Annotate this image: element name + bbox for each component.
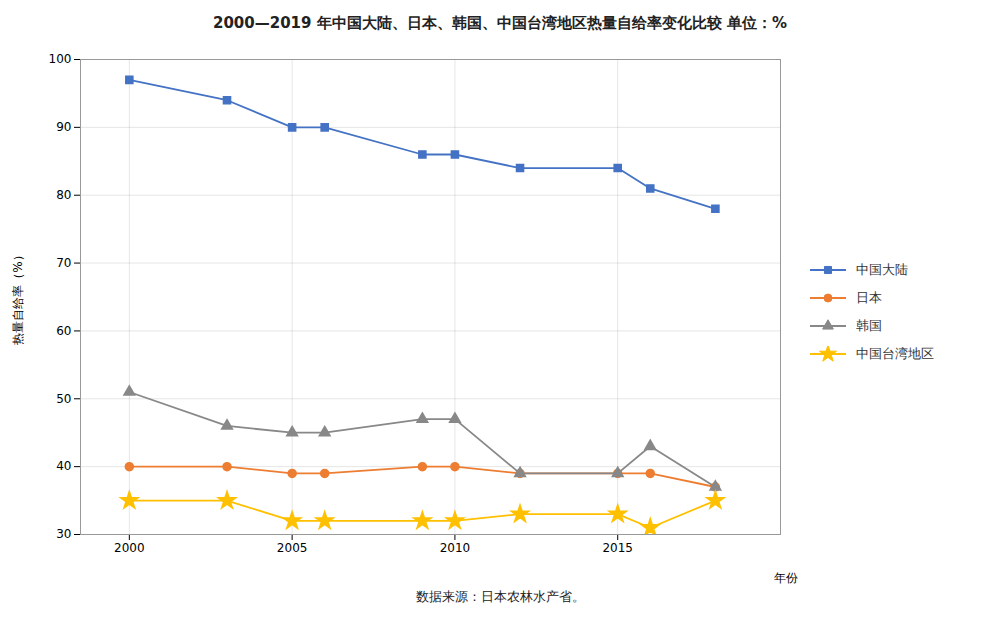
svg-text:50: 50 bbox=[56, 392, 71, 406]
html-text:中国大陆: 中国大陆 bbox=[856, 261, 908, 277]
svg-text:40: 40 bbox=[56, 459, 71, 473]
svg-text:年份: 年份 bbox=[774, 571, 798, 585]
html-text:数据来源：日本农林水产省。: 数据来源：日本农林水产省。 bbox=[415, 589, 585, 604]
svg-text:90: 90 bbox=[56, 120, 71, 134]
html-text:2000—2019 年中国大陆、日本、韩国、中国台湾地区热量: 2000—2019 年中国大陆、日本、韩国、中国台湾地区热量自给率变化比较 单位… bbox=[213, 14, 787, 32]
svg-text:70: 70 bbox=[56, 256, 71, 270]
html-text:中国台湾地区: 中国台湾地区 bbox=[856, 345, 934, 361]
html-text:日本: 日本 bbox=[856, 289, 882, 305]
svg-text:2010: 2010 bbox=[440, 541, 471, 555]
html-text:韩国: 韩国 bbox=[856, 317, 882, 333]
svg-text:80: 80 bbox=[56, 188, 71, 202]
svg-text:2005: 2005 bbox=[277, 541, 308, 555]
svg-text:100: 100 bbox=[49, 52, 72, 66]
svg-text:2000: 2000 bbox=[114, 541, 145, 555]
svg-text:2015: 2015 bbox=[602, 541, 633, 555]
svg-text:热量自给率（%）: 热量自给率（%） bbox=[11, 249, 25, 344]
svg-text:60: 60 bbox=[56, 324, 71, 338]
svg-text:30: 30 bbox=[56, 527, 71, 541]
